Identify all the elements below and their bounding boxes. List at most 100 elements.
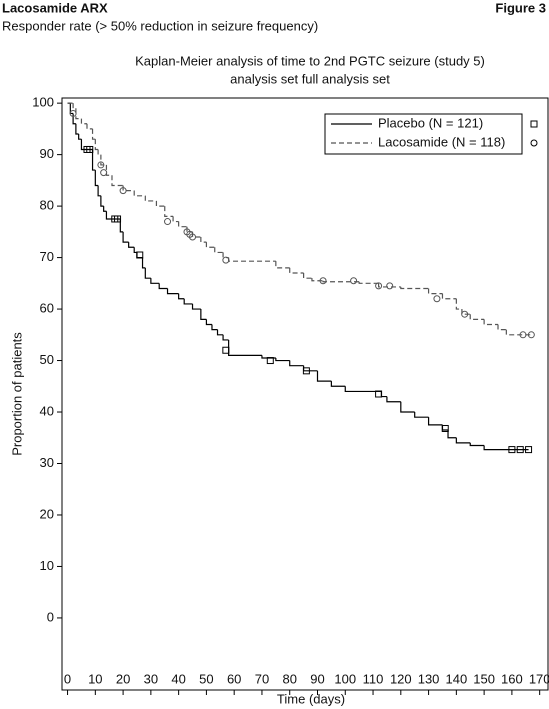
km-step bbox=[75, 123, 79, 135]
x-tick-label: 140 bbox=[446, 671, 468, 686]
header-subtitle: Responder rate (> 50% reduction in seizu… bbox=[2, 18, 318, 33]
censor-marker bbox=[69, 109, 77, 117]
x-tick-label: 170 bbox=[529, 671, 549, 686]
x-tick-label: 150 bbox=[473, 671, 495, 686]
km-step bbox=[214, 247, 224, 254]
km-step bbox=[497, 324, 507, 331]
censor-marker bbox=[519, 331, 527, 339]
x-tick-label: 130 bbox=[418, 671, 440, 686]
km-step bbox=[380, 391, 387, 398]
censor-marker bbox=[119, 187, 127, 195]
censor-marker bbox=[136, 251, 144, 259]
figure-label: Figure 3 bbox=[495, 0, 546, 15]
censor-marker bbox=[508, 446, 516, 454]
y-tick-label: 70 bbox=[40, 249, 54, 264]
km-step bbox=[136, 252, 143, 259]
km-step bbox=[158, 283, 168, 290]
km-step bbox=[427, 417, 443, 426]
km-step bbox=[386, 396, 401, 403]
km-step bbox=[377, 283, 401, 288]
km-step bbox=[400, 286, 429, 290]
km-step bbox=[303, 273, 312, 279]
km-step bbox=[211, 324, 218, 331]
censor-marker bbox=[114, 215, 122, 223]
km-step bbox=[111, 175, 124, 187]
x-tick-label: 40 bbox=[171, 671, 185, 686]
km-step bbox=[222, 334, 229, 341]
legend-label: Lacosamide (N = 118) bbox=[378, 134, 505, 149]
censor-marker bbox=[527, 331, 535, 339]
censor-marker bbox=[222, 256, 230, 264]
x-tick-label: 80 bbox=[282, 671, 296, 686]
legend-marker bbox=[530, 120, 538, 128]
y-tick-label: 10 bbox=[40, 558, 54, 573]
km-step bbox=[103, 206, 107, 212]
km-step bbox=[100, 195, 104, 207]
km-step bbox=[275, 261, 290, 269]
km-step bbox=[97, 185, 101, 197]
y-tick-label: 40 bbox=[40, 403, 54, 418]
x-tick-label: 30 bbox=[144, 671, 158, 686]
km-step bbox=[228, 339, 262, 356]
km-step bbox=[455, 437, 471, 444]
km-step bbox=[97, 149, 101, 156]
censor-marker bbox=[97, 161, 105, 169]
km-step bbox=[205, 242, 215, 248]
km-step bbox=[455, 298, 462, 310]
km-step bbox=[483, 445, 529, 451]
km-step bbox=[311, 278, 324, 282]
km-step bbox=[119, 218, 124, 233]
km-step bbox=[200, 236, 207, 243]
x-tick-label: 60 bbox=[227, 671, 241, 686]
km-step bbox=[100, 154, 107, 166]
km-step bbox=[150, 278, 160, 284]
km-step bbox=[228, 257, 276, 262]
km-step bbox=[155, 200, 165, 207]
km-step bbox=[289, 360, 304, 367]
km-step bbox=[344, 386, 382, 393]
censor-marker bbox=[516, 446, 524, 454]
header-title: Lacosamide ARX bbox=[2, 0, 108, 15]
censor-marker bbox=[86, 145, 94, 153]
km-step bbox=[75, 108, 82, 120]
y-axis-label: Proportion of patients bbox=[9, 332, 24, 456]
km-step bbox=[483, 319, 499, 326]
km-step bbox=[80, 118, 87, 125]
censor-marker bbox=[461, 310, 469, 318]
km-step bbox=[441, 293, 457, 300]
km-step bbox=[72, 103, 76, 109]
y-tick-label: 30 bbox=[40, 455, 54, 470]
km-step bbox=[105, 164, 112, 176]
legend-box bbox=[324, 113, 523, 155]
km-step bbox=[358, 281, 379, 284]
x-tick-label: 0 bbox=[64, 671, 71, 686]
km-step bbox=[316, 370, 332, 382]
km-step bbox=[80, 139, 93, 151]
x-tick-label: 10 bbox=[88, 671, 102, 686]
km-step bbox=[216, 329, 224, 336]
censor-marker bbox=[302, 367, 310, 375]
km-step bbox=[94, 170, 99, 187]
km-step bbox=[133, 247, 137, 254]
censor-marker bbox=[375, 390, 383, 398]
km-step bbox=[172, 216, 179, 223]
km-step bbox=[164, 206, 174, 217]
km-step bbox=[141, 257, 146, 269]
censor-marker bbox=[100, 169, 108, 177]
km-step bbox=[178, 221, 187, 228]
km-step bbox=[427, 288, 443, 295]
km-step bbox=[330, 381, 346, 387]
y-tick-label: 80 bbox=[40, 198, 54, 213]
km-step bbox=[133, 190, 146, 197]
censor-marker bbox=[222, 346, 230, 354]
km-step bbox=[469, 314, 485, 320]
x-tick-label: 100 bbox=[334, 671, 356, 686]
censor-marker bbox=[375, 282, 383, 290]
y-tick-label: 20 bbox=[40, 506, 54, 521]
km-step bbox=[105, 211, 121, 220]
censor-marker bbox=[189, 233, 197, 241]
plot-frame bbox=[61, 97, 549, 691]
x-tick-label: 110 bbox=[363, 671, 384, 686]
censor-marker bbox=[525, 446, 533, 454]
